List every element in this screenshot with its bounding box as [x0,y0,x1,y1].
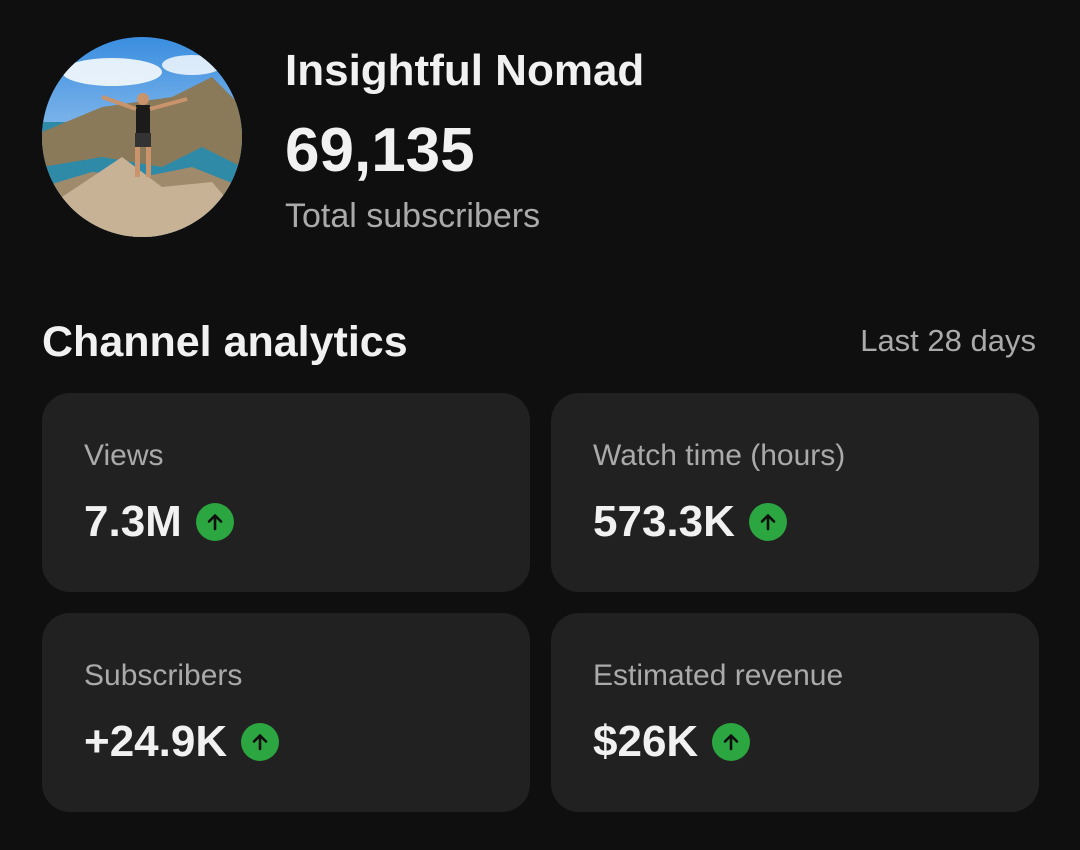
avatar-photo [42,37,242,237]
watch-time-card[interactable]: Watch time (hours) 573.3K [551,393,1039,592]
arrow-up-icon [748,503,787,541]
card-label: Views [84,439,164,472]
card-label: Watch time (hours) [593,439,846,472]
revenue-card[interactable]: Estimated revenue $26K [551,613,1039,812]
channel-name: Insightful Nomad [285,46,645,95]
card-value: +24.9K [84,717,228,766]
arrow-up-icon [712,723,751,761]
card-label: Estimated revenue [593,659,844,692]
card-value: 573.3K [593,497,735,546]
period-label: Last 28 days [860,323,1036,358]
arrow-up-icon [241,723,280,761]
card-label: Subscribers [84,659,243,692]
arrow-up-icon [195,503,234,541]
card-value: 7.3M [84,497,182,546]
section-title: Channel analytics [42,318,408,366]
subscriber-count: 69,135 [285,116,475,185]
card-value: $26K [593,717,699,766]
subscriber-label: Total subscribers [285,197,541,235]
channel-avatar[interactable] [42,37,242,237]
views-card[interactable]: Views 7.3M [42,393,530,592]
subscribers-card[interactable]: Subscribers +24.9K [42,613,530,812]
